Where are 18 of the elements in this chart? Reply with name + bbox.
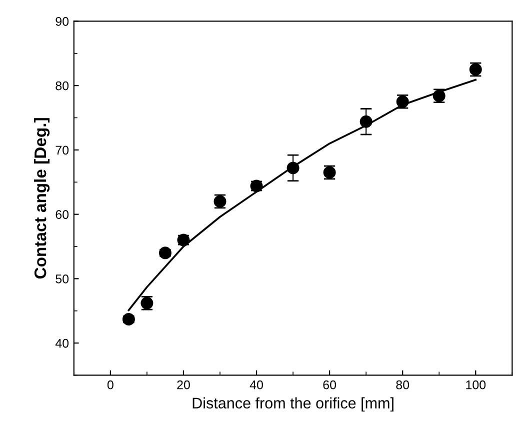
x-axis-title: Distance from the orifice [mm] [192,397,394,412]
y-tick-label: 50 [56,274,69,284]
x-tick-label: 80 [396,380,410,390]
point [122,312,135,326]
y-tick-label: 70 [56,146,69,155]
x-tick-label: 20 [177,380,190,390]
y-tick-label: 40 [55,338,69,348]
x-tick-label: 100 [466,380,486,390]
y-tick-label: 90 [56,17,69,26]
y-tick-label: 80 [56,81,69,90]
x-tick-label: 60 [323,380,336,390]
point [158,246,172,260]
y-tick-label: 60 [56,210,69,219]
x-tick-label: 40 [250,380,263,390]
point [286,162,300,174]
point [360,115,372,128]
x-tick-label: 0 [107,380,114,390]
y-axis-title: Contact angle [Deg.] [34,118,50,279]
